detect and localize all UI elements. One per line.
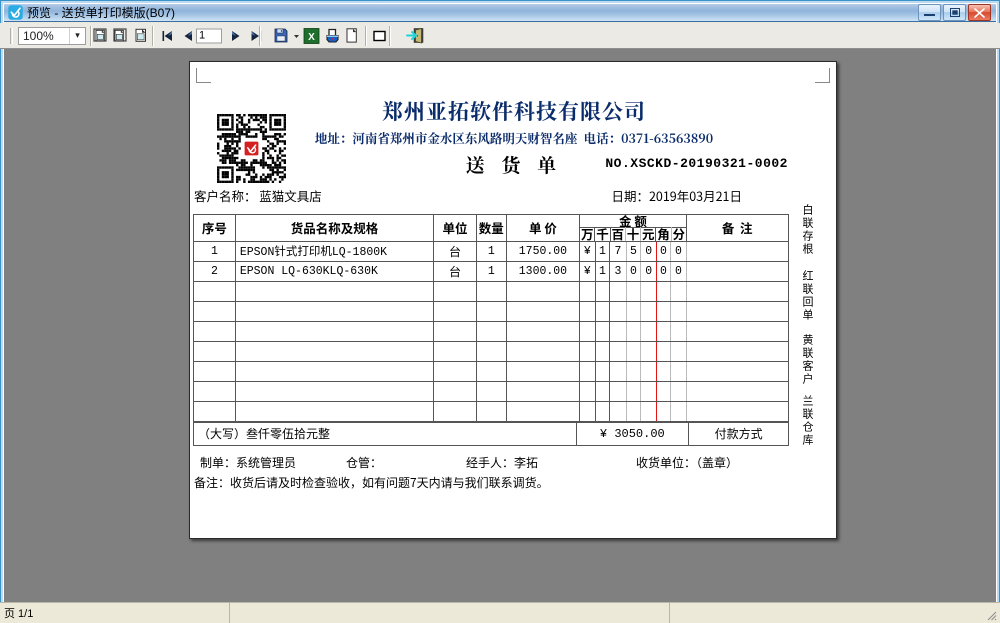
svg-text:X: X bbox=[308, 31, 315, 42]
